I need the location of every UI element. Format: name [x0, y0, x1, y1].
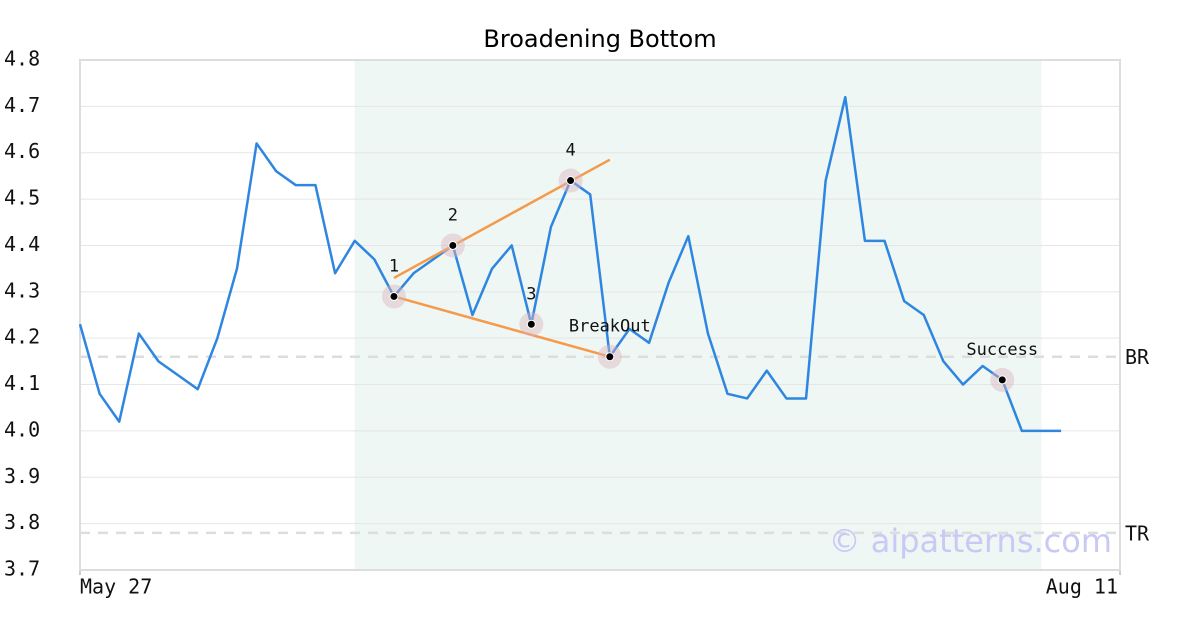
annotation-point — [448, 240, 458, 250]
annotation-label: 2 — [448, 205, 458, 225]
annotation-point — [389, 291, 399, 301]
y-tick-label: 3.8 — [4, 510, 40, 534]
y-tick-label: 4.7 — [4, 93, 40, 117]
y-tick-label: 4.5 — [4, 186, 40, 210]
plot-frame — [79, 59, 1121, 571]
y-tick-label: 4.6 — [4, 139, 40, 163]
y-tick-label: 3.7 — [4, 557, 40, 581]
y-tick-label: 4.2 — [4, 325, 40, 349]
annotation-point — [566, 176, 576, 186]
annotation-label: BreakOut — [569, 317, 651, 337]
y-tick-label: 4.0 — [4, 417, 40, 441]
y-tick-label: 3.9 — [4, 464, 40, 488]
chart-title: Broadening Bottom — [483, 25, 716, 53]
y-tick-label: 4.1 — [4, 371, 40, 395]
x-tick-label: Aug 11 — [1046, 575, 1118, 599]
annotation-point — [997, 375, 1007, 385]
reference-label: BR — [1125, 345, 1150, 369]
highlight-region — [354, 60, 1042, 570]
watermark: © aipatterns.com — [829, 522, 1112, 560]
annotation-label: 3 — [526, 284, 536, 304]
y-tick-label: 4.4 — [4, 232, 40, 256]
annotation-point — [526, 319, 536, 329]
y-tick-label: 4.8 — [4, 47, 40, 71]
annotation-label: Success — [966, 340, 1038, 360]
annotation-point — [605, 352, 615, 362]
y-tick-label: 4.3 — [4, 278, 40, 302]
annotation-label: 1 — [389, 256, 399, 276]
reference-label: TR — [1125, 521, 1150, 545]
x-tick-label: May 27 — [80, 575, 152, 599]
trendline — [393, 295, 611, 358]
annotation-label: 4 — [565, 141, 575, 161]
